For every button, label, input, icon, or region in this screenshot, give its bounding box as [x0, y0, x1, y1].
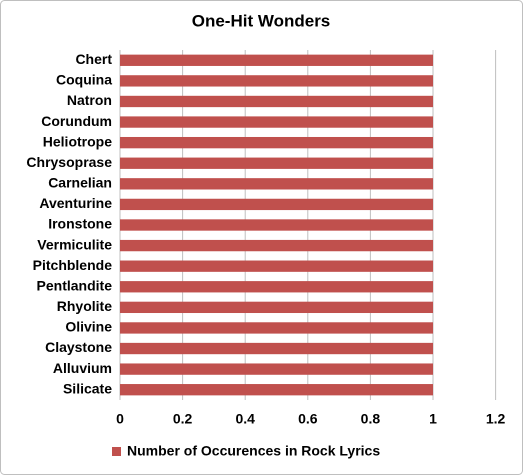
bar	[120, 342, 433, 355]
y-tick-label: Rhyolite	[57, 298, 112, 314]
y-tick-label: Pitchblende	[33, 257, 113, 273]
x-tick-label: 0.4	[235, 411, 255, 427]
y-tick-label: Corundum	[41, 113, 112, 129]
x-tick-label: 1	[429, 411, 437, 427]
bar	[120, 363, 433, 375]
x-tick-label: 0	[116, 411, 124, 427]
y-tick-label: Alluvium	[53, 360, 112, 376]
bar	[120, 219, 433, 231]
y-tick-label: Pentlandite	[37, 277, 113, 293]
y-tick-label: Ironstone	[48, 216, 112, 232]
x-tick-label: 0.6	[298, 411, 318, 427]
y-tick-label: Olivine	[65, 319, 112, 335]
bar	[120, 116, 433, 128]
chart-title: One-Hit Wonders	[192, 11, 331, 30]
x-tick-label: 0.2	[173, 411, 193, 427]
x-tick-label: 1.2	[486, 411, 506, 427]
bar	[120, 281, 433, 293]
bar	[120, 384, 433, 396]
y-tick-label: Chert	[75, 51, 112, 67]
y-tick-label: Silicate	[63, 380, 112, 396]
x-tick-label: 0.8	[361, 411, 381, 427]
bar	[120, 157, 433, 169]
y-tick-label: Coquina	[56, 72, 112, 88]
bar	[120, 239, 433, 252]
y-tick-label: Vermiculite	[37, 236, 112, 252]
bar	[120, 301, 433, 314]
y-tick-label: Natron	[67, 92, 112, 108]
bar	[120, 95, 433, 108]
bar	[120, 136, 433, 149]
y-tick-label: Aventurine	[39, 195, 112, 211]
legend-swatch	[112, 447, 121, 456]
y-tick-label: Carnelian	[48, 175, 112, 191]
bar	[120, 198, 433, 211]
y-tick-label: Claystone	[45, 339, 112, 355]
bar	[120, 75, 433, 87]
bar	[120, 178, 433, 190]
y-tick-label: Chrysoprase	[26, 154, 112, 170]
legend-label: Number of Occurences in Rock Lyrics	[127, 443, 380, 459]
bar	[120, 322, 433, 334]
bar	[120, 260, 433, 272]
y-tick-label: Heliotrope	[43, 133, 112, 149]
bar	[120, 54, 433, 66]
